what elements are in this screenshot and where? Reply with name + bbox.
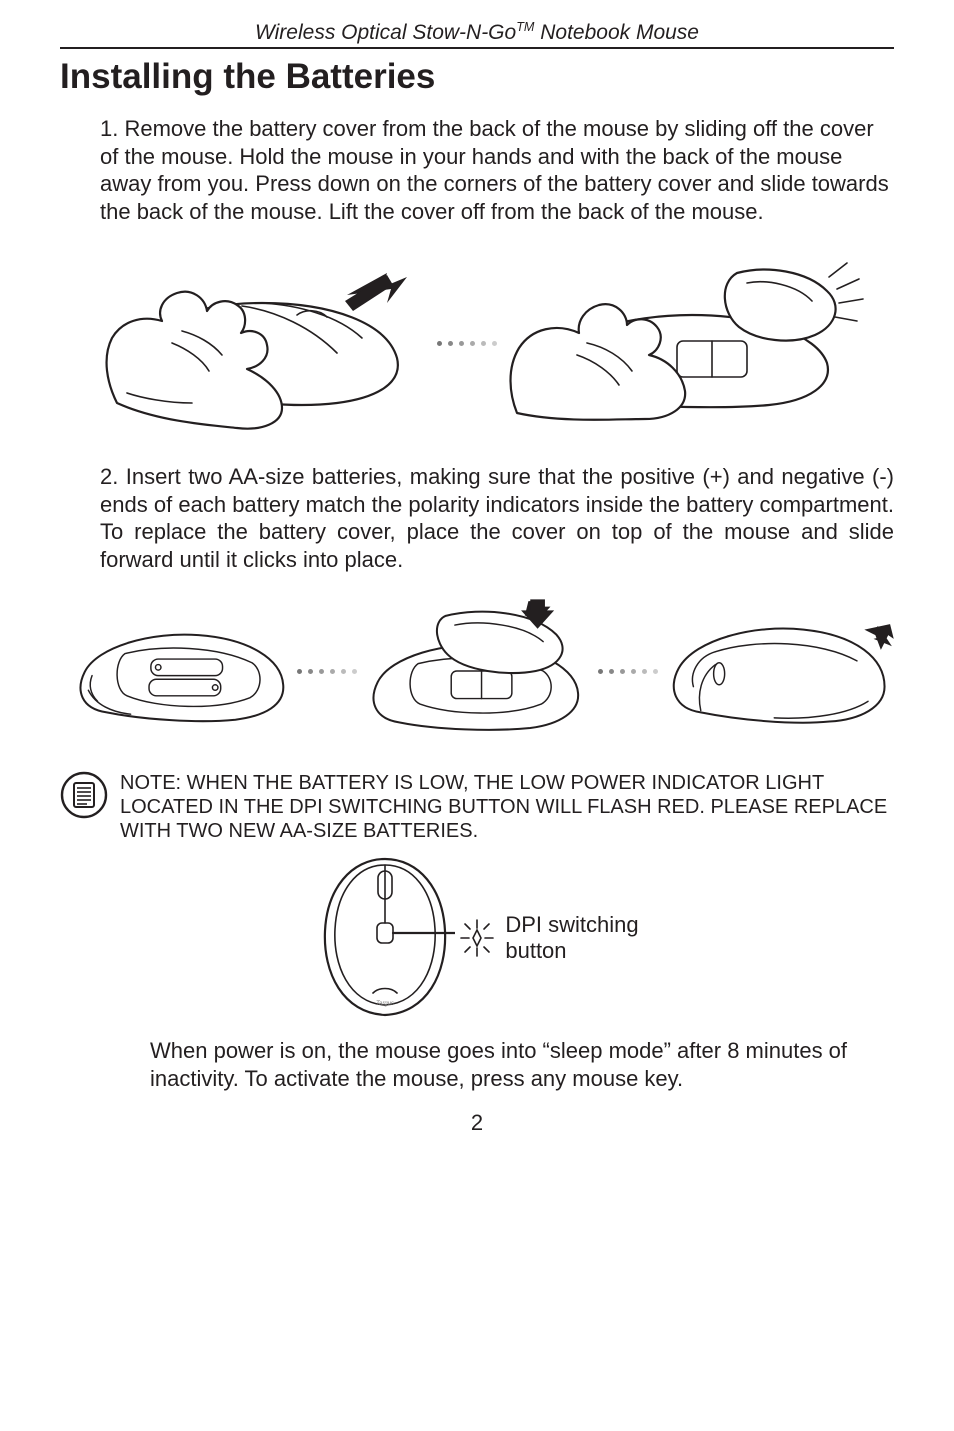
illus-dots-2a: [297, 669, 357, 674]
illus-cover-replace: [363, 591, 593, 751]
illus-hand-press: [87, 243, 427, 443]
illus-mouse-open: [70, 596, 291, 746]
step2-text: 2. Insert two AA-size batteries, making …: [60, 463, 894, 573]
illustration-step2: [60, 591, 894, 751]
svg-text:Targus: Targus: [376, 1001, 394, 1007]
illus-dots-1: [437, 341, 497, 346]
illus-hand-lift: [507, 243, 867, 443]
note-text: NOTE: WHEN THE BATTERY IS LOW, THE LOW P…: [120, 771, 894, 843]
step1-text: 1. Remove the battery cover from the bac…: [60, 115, 894, 225]
dpi-label-line1: DPI switching: [505, 912, 638, 937]
header-tm: TM: [516, 20, 534, 34]
sparkle-icon: [459, 918, 495, 958]
illus-mouse-top: Targus: [315, 853, 455, 1023]
dpi-label: DPI switching button: [505, 912, 638, 965]
illus-dots-2b: [598, 669, 658, 674]
running-header: Wireless Optical Stow-N-GoTM Notebook Mo…: [60, 20, 894, 49]
dpi-label-line2: button: [505, 938, 566, 963]
page: Wireless Optical Stow-N-GoTM Notebook Mo…: [0, 0, 954, 1431]
note-icon: [60, 771, 108, 819]
illus-mouse-closed: [664, 596, 894, 746]
illustration-step1: [60, 243, 894, 443]
note-block: NOTE: WHEN THE BATTERY IS LOW, THE LOW P…: [60, 771, 894, 843]
page-number: 2: [60, 1110, 894, 1136]
section-title: Installing the Batteries: [60, 57, 894, 97]
header-text-post: Notebook Mouse: [534, 21, 699, 44]
header-text-pre: Wireless Optical Stow-N-Go: [255, 21, 516, 44]
dpi-figure: Targus DPI switching button: [60, 853, 894, 1023]
sleep-text: When power is on, the mouse goes into “s…: [60, 1037, 894, 1092]
